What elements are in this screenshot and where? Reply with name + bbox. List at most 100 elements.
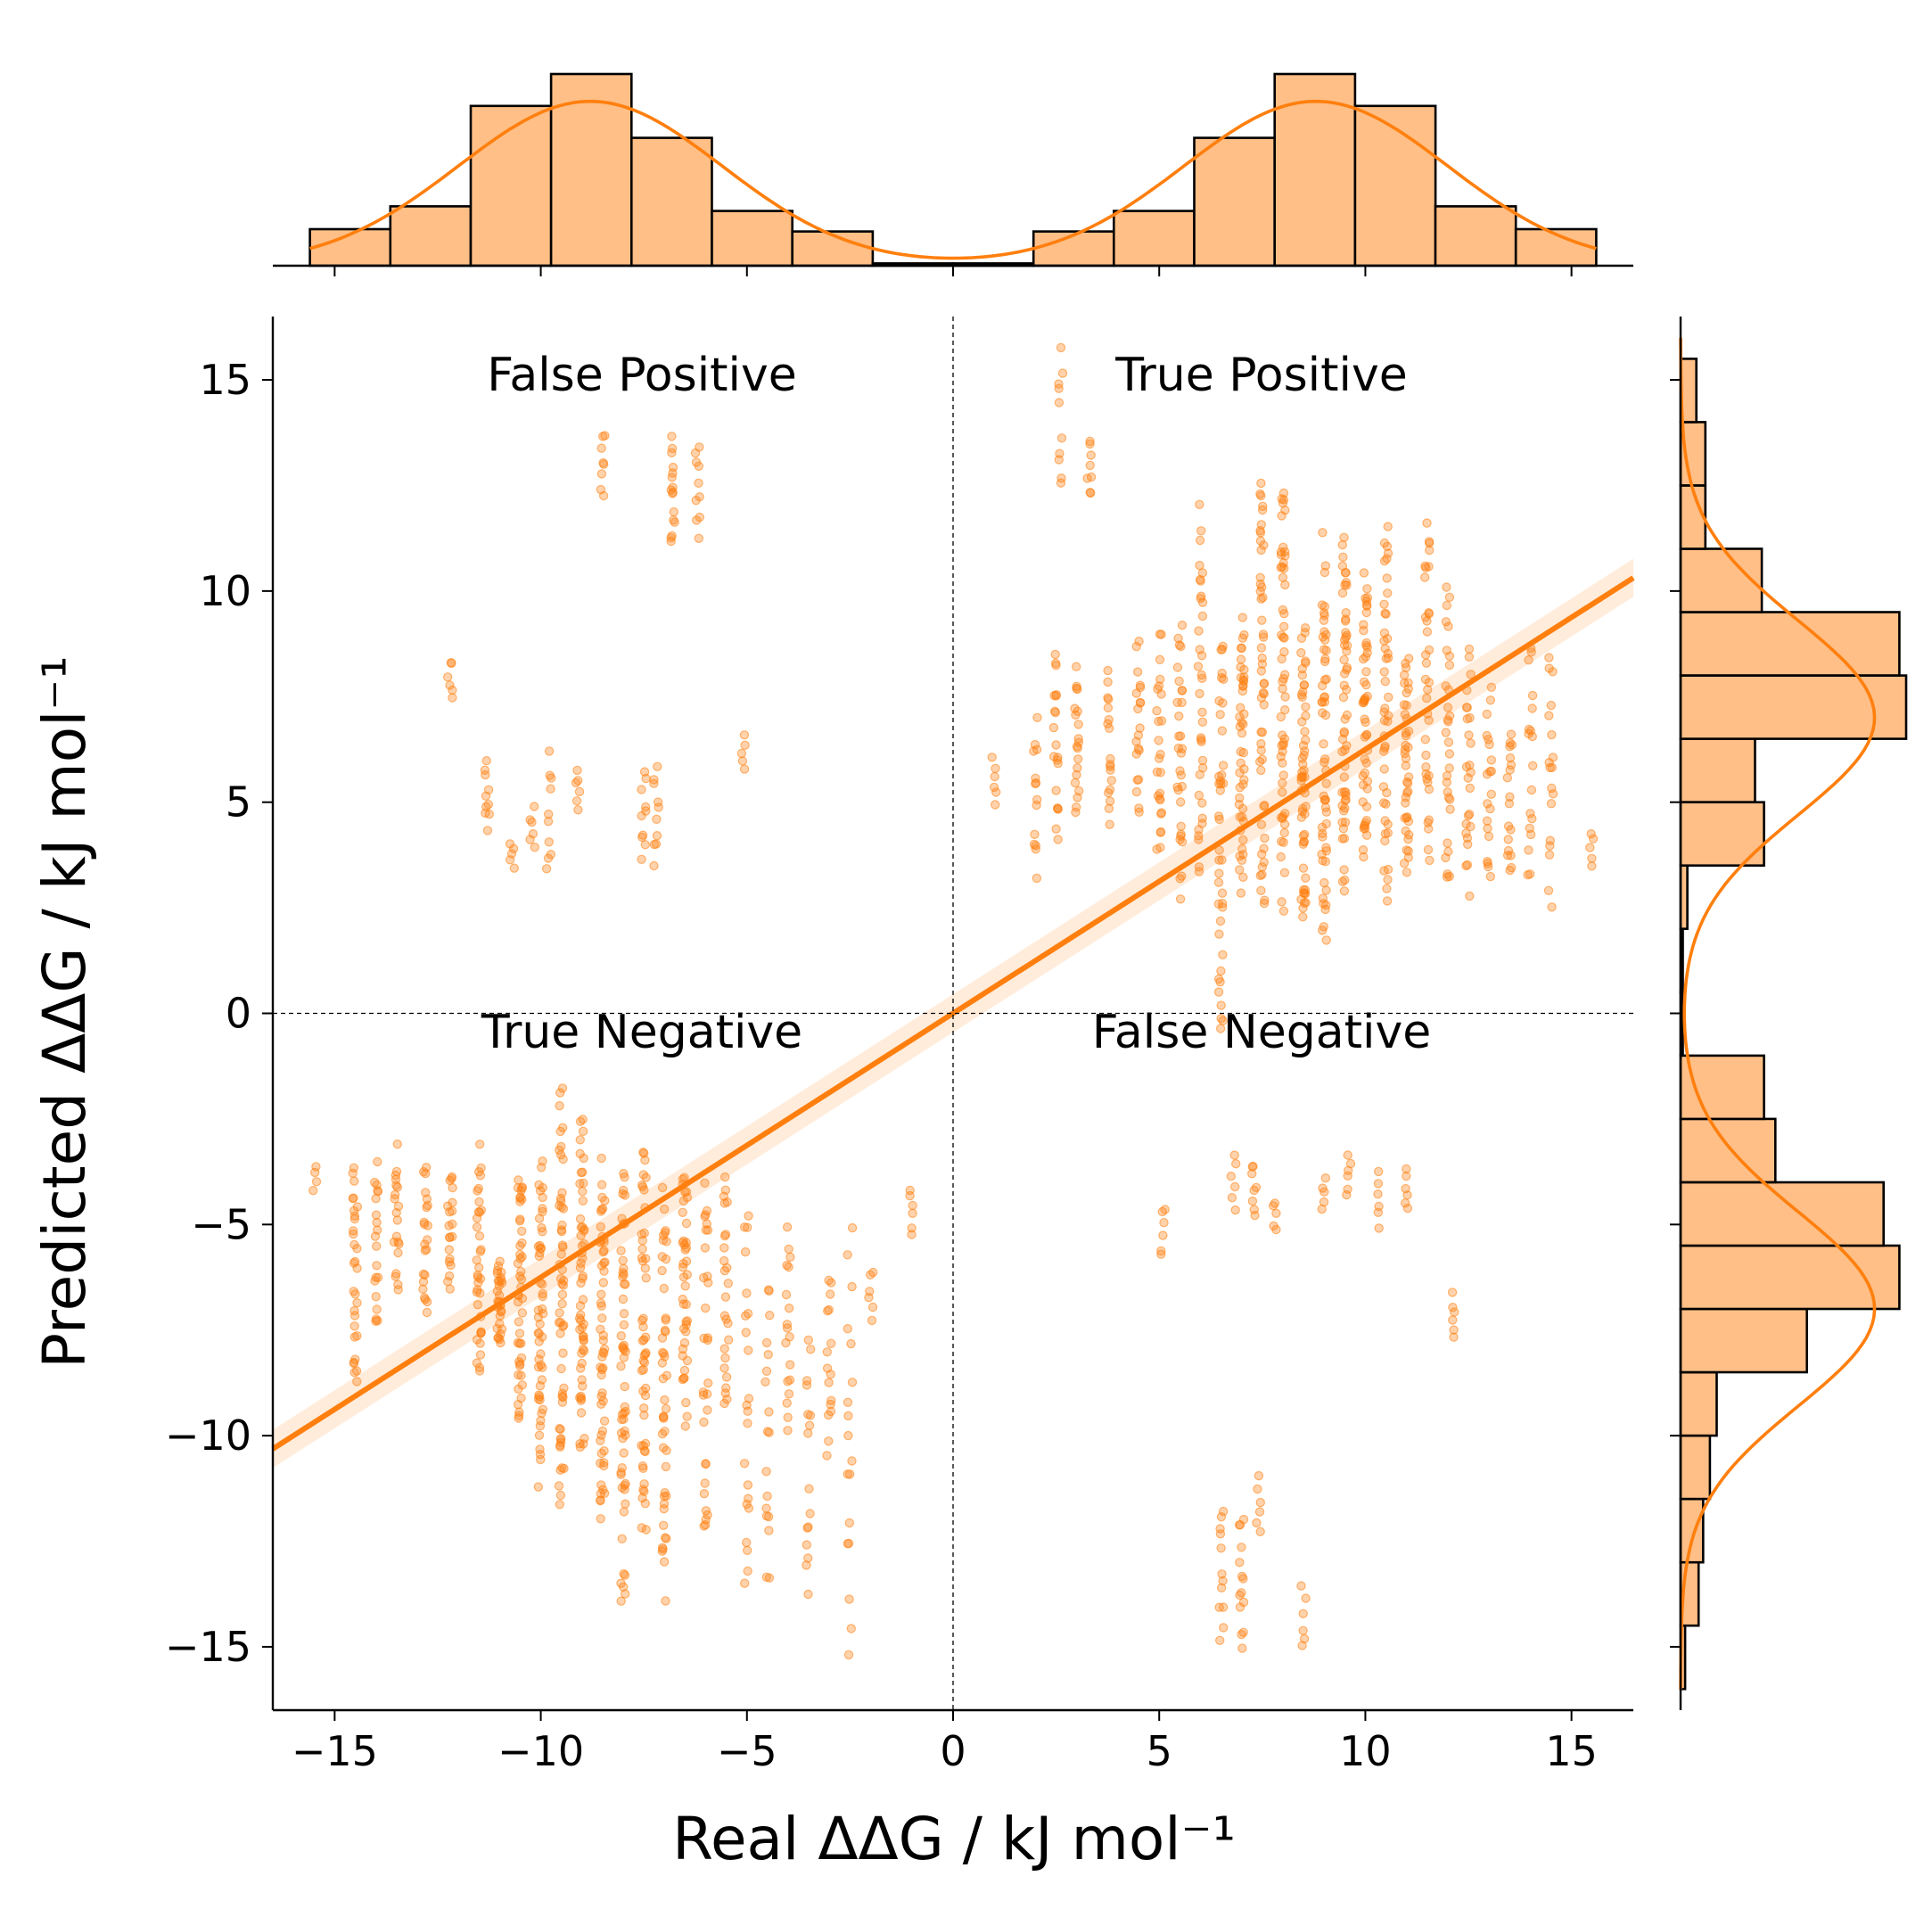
data-point xyxy=(1379,636,1389,646)
data-point xyxy=(803,1553,813,1563)
data-point xyxy=(597,1313,607,1323)
data-point xyxy=(1278,621,1289,631)
data-point xyxy=(806,1345,816,1354)
data-point xyxy=(578,1187,588,1197)
top-histogram-bar xyxy=(1193,136,1276,267)
data-point xyxy=(1194,867,1204,876)
data-point xyxy=(1259,540,1269,550)
right-histogram-bar xyxy=(1679,1434,1712,1501)
data-point xyxy=(1103,703,1114,713)
data-point xyxy=(577,1375,587,1385)
data-point xyxy=(444,1256,455,1267)
data-point xyxy=(822,1363,833,1373)
data-point xyxy=(1321,935,1331,945)
data-point xyxy=(638,1148,648,1157)
data-point xyxy=(652,814,662,825)
data-point xyxy=(719,1230,730,1241)
data-point xyxy=(1444,711,1455,721)
data-point xyxy=(703,1278,713,1288)
data-point xyxy=(573,776,583,786)
data-point xyxy=(1131,786,1142,797)
data-point xyxy=(572,765,582,776)
x-tick-label: 10 xyxy=(1339,1727,1392,1775)
data-point xyxy=(617,1462,628,1473)
data-point xyxy=(1271,1208,1281,1219)
data-point xyxy=(678,1272,689,1282)
data-point xyxy=(782,1222,793,1232)
data-point xyxy=(781,1337,791,1348)
data-point xyxy=(1443,703,1453,712)
data-point xyxy=(649,839,660,850)
data-point xyxy=(1073,720,1083,729)
data-point xyxy=(517,1308,528,1318)
data-point xyxy=(743,1566,752,1576)
data-point xyxy=(538,1206,547,1217)
data-point xyxy=(371,1272,381,1283)
data-point xyxy=(349,1258,359,1268)
data-point xyxy=(1361,717,1370,728)
data-point xyxy=(559,1383,569,1394)
data-point xyxy=(990,800,1000,810)
data-point xyxy=(1486,682,1497,693)
data-point xyxy=(1380,644,1390,654)
data-point xyxy=(1195,535,1205,546)
data-point xyxy=(555,1100,564,1111)
data-point xyxy=(805,1509,815,1518)
data-point xyxy=(1085,460,1095,471)
data-point xyxy=(1238,872,1248,883)
data-point xyxy=(598,1485,608,1494)
data-point xyxy=(530,843,540,852)
data-point xyxy=(1259,689,1270,699)
data-point xyxy=(695,492,704,502)
data-point xyxy=(1249,1205,1260,1214)
data-point xyxy=(472,1214,482,1223)
data-point xyxy=(1298,912,1308,922)
data-point xyxy=(1029,839,1040,850)
data-point xyxy=(1320,877,1329,888)
data-point xyxy=(599,1458,609,1468)
data-point xyxy=(1339,680,1349,690)
data-point xyxy=(740,1247,751,1257)
data-point xyxy=(1442,582,1451,592)
data-point xyxy=(578,1273,588,1284)
data-point xyxy=(661,1403,671,1414)
data-point xyxy=(1299,888,1310,899)
data-point xyxy=(681,1397,691,1408)
data-point xyxy=(680,1281,690,1291)
data-point xyxy=(1177,686,1188,695)
data-point xyxy=(1526,785,1537,795)
data-point xyxy=(1461,828,1471,838)
data-point xyxy=(514,1329,525,1338)
data-point xyxy=(987,753,997,762)
data-point xyxy=(694,533,704,544)
data-point xyxy=(393,1201,404,1212)
data-point xyxy=(516,1370,526,1380)
top-histogram-bar xyxy=(1434,205,1517,267)
y-tick-label: −5 xyxy=(191,1200,251,1248)
data-point xyxy=(579,1153,588,1164)
data-point xyxy=(1320,654,1330,664)
data-point xyxy=(1421,750,1431,761)
data-point xyxy=(1586,829,1596,839)
data-point xyxy=(1237,633,1248,643)
data-point xyxy=(576,1408,587,1418)
data-point xyxy=(1342,640,1352,651)
data-point xyxy=(785,1252,795,1263)
data-point xyxy=(742,1499,752,1510)
data-point xyxy=(311,1177,322,1187)
data-point xyxy=(867,1315,877,1326)
data-point xyxy=(516,1393,526,1403)
data-point xyxy=(513,1337,523,1348)
data-point xyxy=(1259,700,1269,710)
data-point xyxy=(1134,745,1144,755)
data-point xyxy=(701,1210,711,1220)
data-point xyxy=(823,1305,833,1316)
data-point xyxy=(472,1255,481,1265)
data-point xyxy=(1543,885,1554,896)
data-point xyxy=(596,1153,606,1164)
data-point xyxy=(763,1285,774,1295)
data-point xyxy=(1297,753,1308,763)
data-point xyxy=(555,1308,564,1318)
data-point xyxy=(373,1186,383,1197)
data-point xyxy=(1359,823,1369,834)
